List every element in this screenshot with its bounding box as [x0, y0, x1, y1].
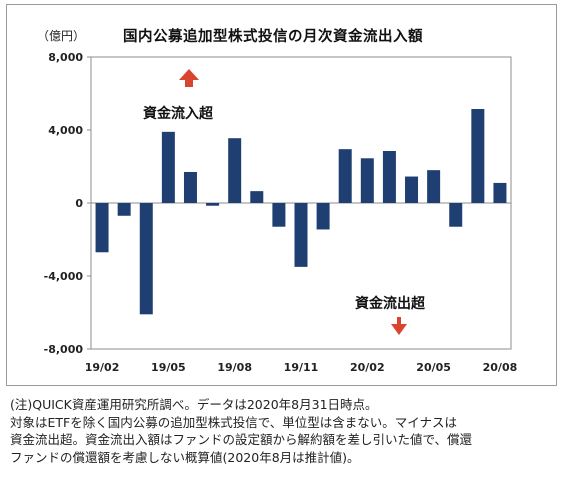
footnote: (注)QUICK資産運用研究所調べ。データは2020年8月31日時点。 対象はE… — [10, 396, 555, 466]
footnote-line: 資金流出超。資金流出入額はファンドの設定額から解約額を差し引いた値で、償還 — [10, 432, 473, 447]
bar — [272, 203, 286, 227]
bar — [206, 203, 220, 206]
outflow-annotation: 資金流出超 — [355, 296, 425, 312]
down-arrow-icon — [391, 317, 407, 335]
bar — [95, 203, 109, 253]
y-tick-label: 8,000 — [48, 51, 83, 64]
inflow-annotation: 資金流入超 — [143, 106, 213, 122]
x-tick-label: 19/08 — [217, 361, 252, 374]
x-tick-label: 19/02 — [85, 361, 120, 374]
bar — [382, 150, 396, 203]
bar — [338, 149, 352, 203]
footnote-line: (注)QUICK資産運用研究所調べ。データは2020年8月31日時点。 — [10, 397, 378, 412]
bar — [161, 131, 175, 203]
bar — [360, 158, 374, 203]
bar — [427, 170, 441, 203]
y-tick-label: 0 — [75, 197, 83, 210]
x-tick-label: 19/05 — [151, 361, 186, 374]
bar — [139, 203, 153, 315]
up-arrow-icon — [179, 69, 199, 87]
bar — [228, 138, 242, 203]
y-tick-label: -4,000 — [44, 270, 84, 283]
bar — [405, 176, 419, 203]
bar — [493, 182, 507, 203]
chart-title: 国内公募追加型株式投信の月次資金流出入額 — [123, 29, 423, 45]
bar — [117, 203, 131, 216]
chart-frame: 8,000 4,000 0 -4,000 -8,000 19/02 19/05 19/08 19… — [6, 4, 557, 386]
footnote-line: 対象はETFを除く国内公募の追加型株式投信で、単位型は含まない。マイナスは — [10, 414, 457, 430]
footnote-line: ファンドの償還額を考慮しない概算値(2020年8月は推計値)。 — [10, 449, 360, 465]
x-tick-label: 19/11 — [284, 361, 319, 374]
bar — [449, 203, 463, 227]
y-tick-label: 4,000 — [48, 124, 83, 137]
x-tick-label: 20/08 — [483, 361, 518, 374]
bar — [294, 203, 308, 267]
x-tick-label: 20/05 — [416, 361, 451, 374]
x-tick-label: 20/02 — [350, 361, 385, 374]
bar — [471, 109, 485, 203]
y-unit-label: （億円） — [37, 29, 86, 43]
y-tick-label: -8,000 — [44, 343, 84, 356]
bar — [316, 203, 330, 230]
bar — [183, 171, 197, 203]
bar — [250, 191, 264, 203]
